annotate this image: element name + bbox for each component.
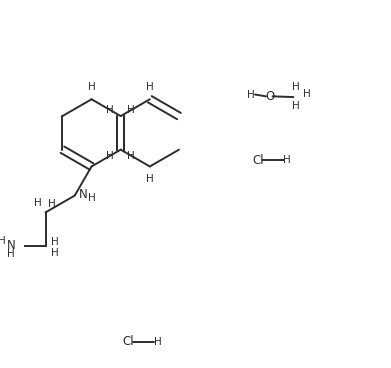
Text: N: N	[7, 239, 15, 252]
Text: H: H	[7, 249, 15, 259]
Text: H: H	[247, 89, 255, 99]
Text: O: O	[266, 90, 275, 103]
Text: H: H	[106, 105, 114, 115]
Text: H: H	[146, 174, 154, 184]
Text: H: H	[51, 248, 59, 258]
Text: H: H	[292, 82, 300, 92]
Text: H: H	[0, 236, 5, 246]
Text: N: N	[79, 188, 87, 201]
Text: H: H	[283, 155, 291, 165]
Text: H: H	[127, 151, 135, 161]
Text: H: H	[88, 194, 96, 204]
Text: H: H	[127, 105, 135, 115]
Text: H: H	[154, 337, 161, 347]
Text: Cl: Cl	[252, 154, 264, 167]
Text: H: H	[51, 237, 59, 247]
Text: H: H	[303, 89, 311, 99]
Text: H: H	[48, 199, 56, 209]
Text: H: H	[88, 82, 95, 92]
Text: H: H	[292, 101, 300, 111]
Text: H: H	[146, 82, 154, 92]
Text: Cl: Cl	[122, 335, 134, 348]
Text: H: H	[34, 198, 42, 208]
Text: H: H	[106, 151, 114, 161]
